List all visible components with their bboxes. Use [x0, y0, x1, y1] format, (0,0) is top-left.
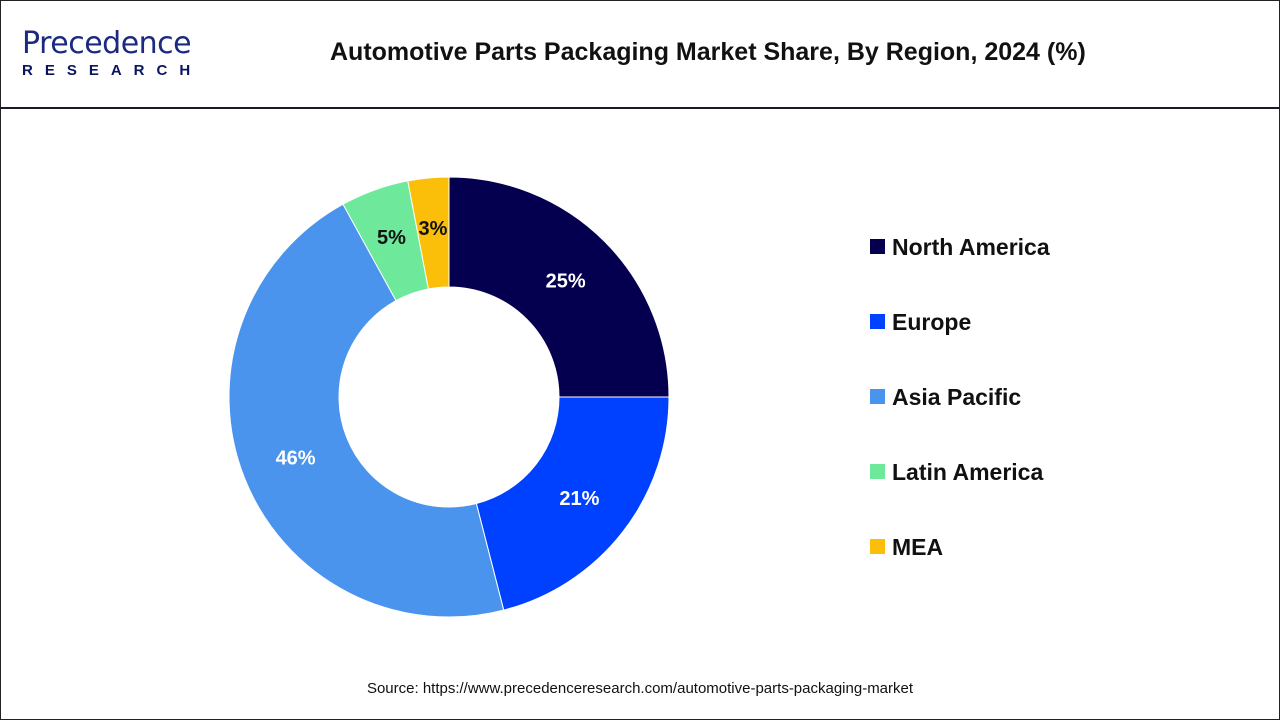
logo-text: Precedence [22, 26, 192, 61]
legend-label: Latin America [892, 458, 1044, 485]
legend-item: North America [870, 209, 1050, 284]
data-label: 46% [276, 448, 316, 470]
legend-swatch [870, 239, 885, 254]
data-label: 25% [546, 270, 586, 292]
source-text: Source: https://www.precedenceresearch.c… [366, 680, 914, 697]
slice-mea [407, 176, 450, 290]
legend-label: Europe [892, 308, 972, 335]
legend-item: Latin America [870, 434, 1050, 509]
data-label: 3% [419, 218, 448, 240]
legend-item: Asia Pacific [870, 359, 1050, 434]
legend-item: Europe [870, 284, 1050, 359]
legend-label: Asia Pacific [892, 383, 1022, 410]
legend-label: MEA [892, 533, 944, 560]
precedence-research-logo: Precedence RESEARCH [22, 26, 203, 80]
data-label: 21% [559, 488, 599, 510]
legend-swatch [870, 539, 885, 554]
legend-swatch [870, 464, 885, 479]
legend: North America Europe Asia Pacific Latin Ame… [870, 209, 1050, 584]
slice-north-america [448, 176, 670, 398]
slice-europe [475, 396, 670, 611]
slice-asia-pacific [228, 203, 505, 618]
legend-swatch [870, 314, 885, 329]
header: Precedence RESEARCH Automotive Parts Pac… [0, 0, 1280, 109]
data-label: 5% [377, 227, 406, 249]
chart-title: Automotive Parts Packaging Market Share,… [330, 38, 1086, 66]
legend-item: MEA [870, 509, 1050, 584]
logo-subtext: RESEARCH [22, 62, 203, 79]
legend-label: North America [892, 233, 1050, 260]
legend-swatch [870, 389, 885, 404]
